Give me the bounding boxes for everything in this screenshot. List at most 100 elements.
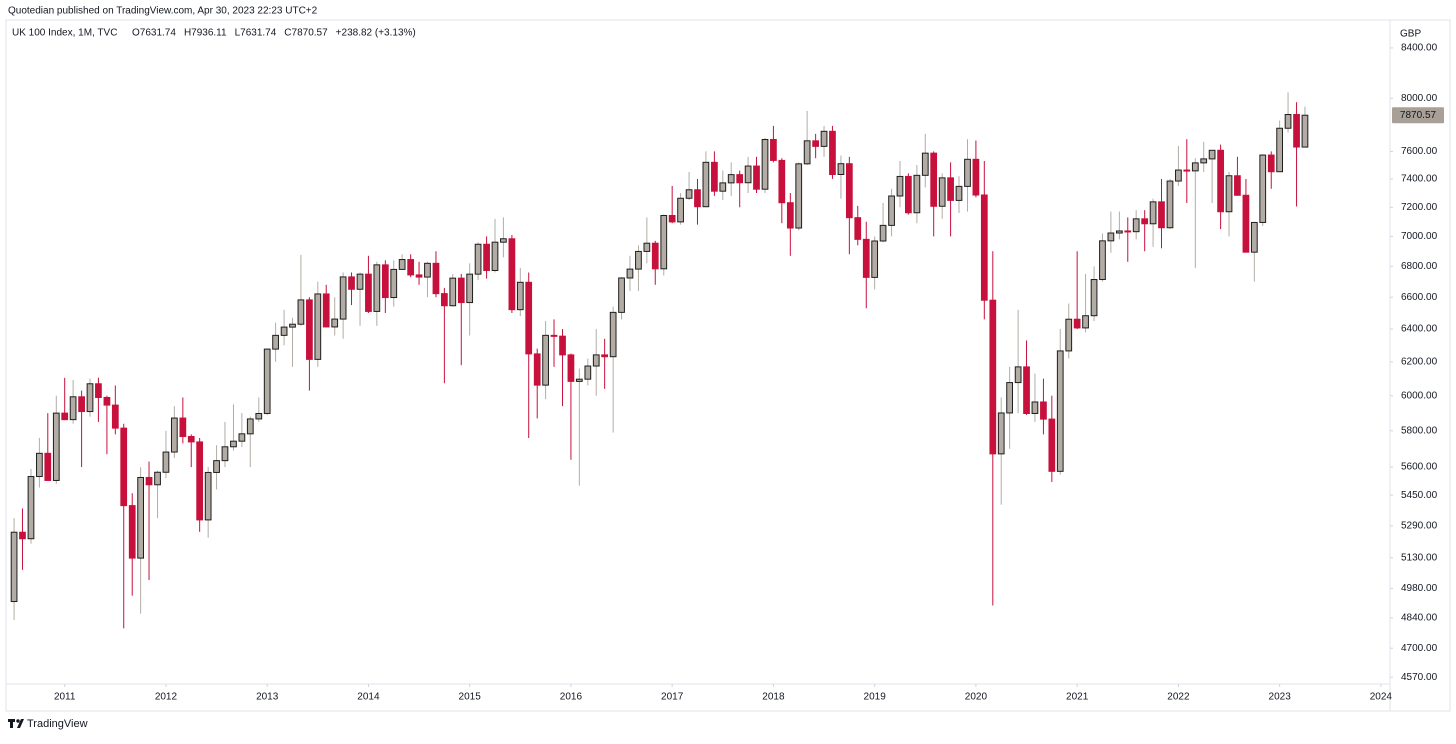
candle-body bbox=[803, 140, 811, 165]
candle-body bbox=[1014, 366, 1022, 384]
candle-body bbox=[474, 243, 482, 275]
candle-body bbox=[272, 334, 279, 350]
candle-body bbox=[407, 259, 415, 276]
x-tick-label: 2023 bbox=[1269, 692, 1292, 703]
candle-body bbox=[837, 163, 845, 175]
candle-body bbox=[1132, 218, 1140, 233]
chart-frame bbox=[5, 19, 1451, 712]
candle-body bbox=[913, 174, 921, 214]
candle-body bbox=[179, 417, 187, 438]
candle-body bbox=[1141, 218, 1149, 225]
candle-body bbox=[78, 396, 85, 413]
candle-body bbox=[289, 323, 296, 328]
candle-body bbox=[373, 264, 381, 312]
y-tick-label: 7600.00 bbox=[1401, 146, 1438, 157]
candle-body bbox=[685, 189, 693, 199]
candle-body bbox=[238, 433, 246, 442]
y-tick-label: 5600.00 bbox=[1401, 462, 1438, 473]
y-tick-label: 8400.00 bbox=[1401, 43, 1438, 54]
candle-body bbox=[1225, 175, 1233, 213]
y-tick-label: 6800.00 bbox=[1401, 261, 1438, 272]
candle-body bbox=[601, 354, 609, 358]
candle-body bbox=[1234, 175, 1241, 196]
candle-body bbox=[761, 138, 769, 190]
candle-body bbox=[390, 268, 398, 299]
x-tick-label: 2021 bbox=[1066, 692, 1089, 703]
candle-body bbox=[736, 174, 744, 184]
candle-body bbox=[440, 293, 448, 307]
candle-body bbox=[27, 476, 35, 540]
candle-body bbox=[1107, 232, 1115, 242]
candle-body bbox=[964, 158, 971, 187]
x-tick-label: 2013 bbox=[256, 692, 279, 703]
candle-body bbox=[1040, 401, 1047, 420]
candle-body bbox=[719, 182, 727, 192]
last-price-box bbox=[1392, 107, 1444, 124]
x-tick-label: 2016 bbox=[560, 692, 583, 703]
y-tick-label: 4840.00 bbox=[1401, 612, 1438, 623]
y-tick-label: 7200.00 bbox=[1401, 202, 1438, 213]
y-tick-label: 7000.00 bbox=[1401, 231, 1438, 242]
candle-body bbox=[154, 471, 161, 486]
candle-body bbox=[525, 281, 533, 355]
last-price-label: 7870.57 bbox=[1400, 110, 1437, 121]
candle-body bbox=[10, 531, 18, 603]
candle-body bbox=[660, 214, 668, 270]
candles bbox=[10, 92, 1309, 629]
candle-body bbox=[187, 436, 195, 443]
candle-body bbox=[196, 441, 204, 521]
candle-body bbox=[1065, 318, 1073, 352]
candle-body bbox=[980, 194, 988, 301]
candle-body bbox=[432, 262, 440, 295]
y-tick-label: 4700.00 bbox=[1401, 643, 1438, 654]
candle-body bbox=[19, 531, 26, 540]
candle-body bbox=[1183, 169, 1191, 172]
candle-body bbox=[812, 140, 820, 147]
candle-body bbox=[972, 158, 980, 196]
candle-body bbox=[213, 460, 220, 473]
candle-body bbox=[1301, 114, 1309, 148]
candle-body bbox=[103, 396, 111, 406]
candle-body bbox=[1073, 318, 1081, 329]
candle-body bbox=[955, 185, 963, 201]
candle-body bbox=[348, 276, 355, 290]
candle-body bbox=[204, 471, 212, 521]
candle-body bbox=[947, 177, 954, 201]
candle-body bbox=[1090, 279, 1098, 317]
candle-body bbox=[1166, 180, 1174, 229]
candle-body bbox=[702, 161, 710, 208]
candle-body bbox=[1116, 230, 1123, 234]
y-tick-label: 7400.00 bbox=[1401, 174, 1438, 185]
candle-body bbox=[584, 365, 592, 380]
candle-body bbox=[651, 242, 659, 270]
candle-body bbox=[643, 242, 651, 252]
candle-body bbox=[626, 268, 634, 279]
candle-body bbox=[1048, 418, 1056, 472]
candle-body bbox=[86, 383, 94, 413]
candle-body bbox=[1056, 350, 1064, 472]
candle-body bbox=[280, 326, 288, 336]
candle-body bbox=[1006, 382, 1013, 414]
candle-body bbox=[306, 299, 313, 360]
candle-body bbox=[36, 452, 43, 478]
candle-body bbox=[1250, 221, 1258, 253]
candle-body bbox=[297, 299, 305, 325]
tv-logo bbox=[8, 719, 24, 728]
x-tick-label: 2017 bbox=[661, 692, 684, 703]
candle-body bbox=[854, 217, 862, 240]
candle-body bbox=[795, 163, 803, 229]
legend-value: O7631.74 bbox=[132, 28, 176, 39]
candle-body bbox=[997, 412, 1005, 455]
candle-body bbox=[753, 165, 760, 190]
candle-body bbox=[331, 318, 339, 328]
candle-body bbox=[314, 293, 322, 360]
candle-body bbox=[635, 250, 642, 270]
candle-body bbox=[230, 440, 237, 448]
y-tick-label: 6600.00 bbox=[1401, 292, 1438, 303]
candle-body bbox=[567, 354, 575, 382]
candle-body bbox=[483, 243, 490, 271]
candle-body bbox=[424, 262, 431, 278]
candle-body bbox=[466, 273, 474, 304]
